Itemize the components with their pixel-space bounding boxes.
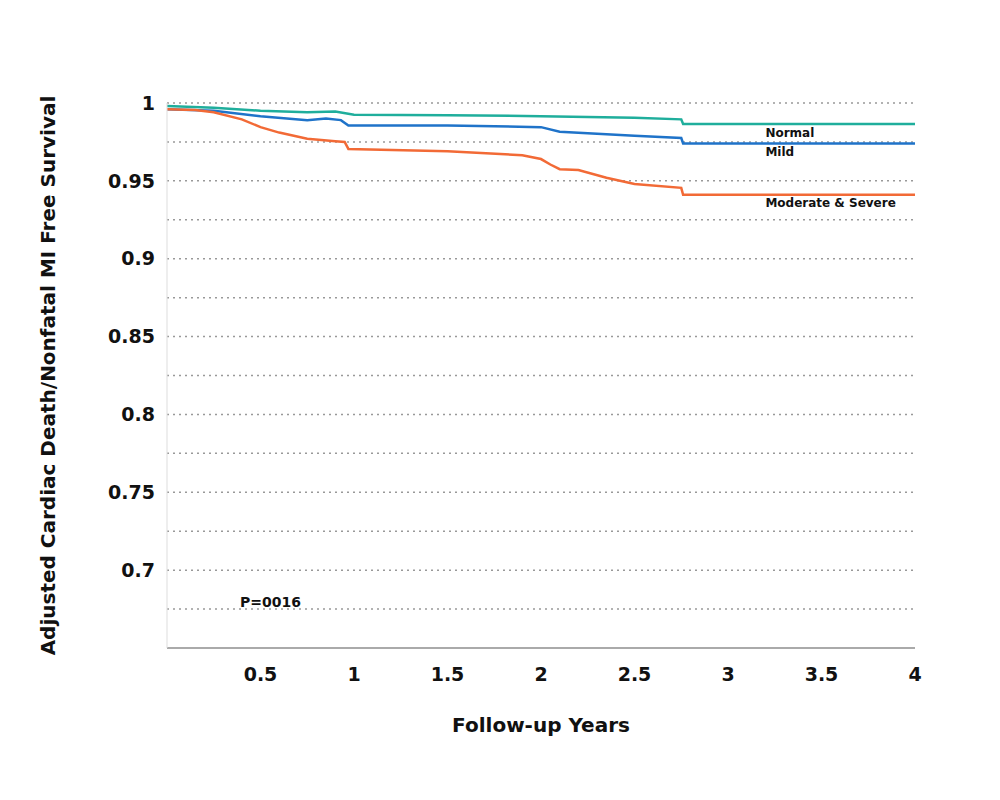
svg-text:0.7: 0.7	[121, 559, 155, 581]
svg-text:Moderate & Severe: Moderate & Severe	[765, 196, 895, 210]
svg-text:0.9: 0.9	[121, 247, 155, 269]
svg-text:0.5: 0.5	[244, 663, 278, 685]
svg-text:1: 1	[347, 663, 360, 685]
svg-text:1.5: 1.5	[431, 663, 465, 685]
svg-text:4: 4	[908, 663, 921, 685]
svg-text:2: 2	[534, 663, 547, 685]
svg-text:2.5: 2.5	[618, 663, 652, 685]
svg-text:1: 1	[142, 92, 155, 114]
svg-text:3.5: 3.5	[805, 663, 839, 685]
svg-text:0.75: 0.75	[108, 481, 155, 503]
svg-text:3: 3	[721, 663, 734, 685]
svg-text:Follow-up Years: Follow-up Years	[452, 713, 630, 737]
svg-text:0.85: 0.85	[108, 325, 155, 347]
svg-text:Adjusted Cardiac Death/Nonfata: Adjusted Cardiac Death/Nonfatal MI Free …	[36, 96, 60, 656]
svg-text:Normal: Normal	[765, 126, 814, 140]
html-text:P=0016: P=0016	[240, 594, 301, 610]
svg-text:Mild: Mild	[765, 145, 794, 159]
svg-text:0.95: 0.95	[108, 170, 155, 192]
svg-text:0.8: 0.8	[121, 403, 155, 425]
